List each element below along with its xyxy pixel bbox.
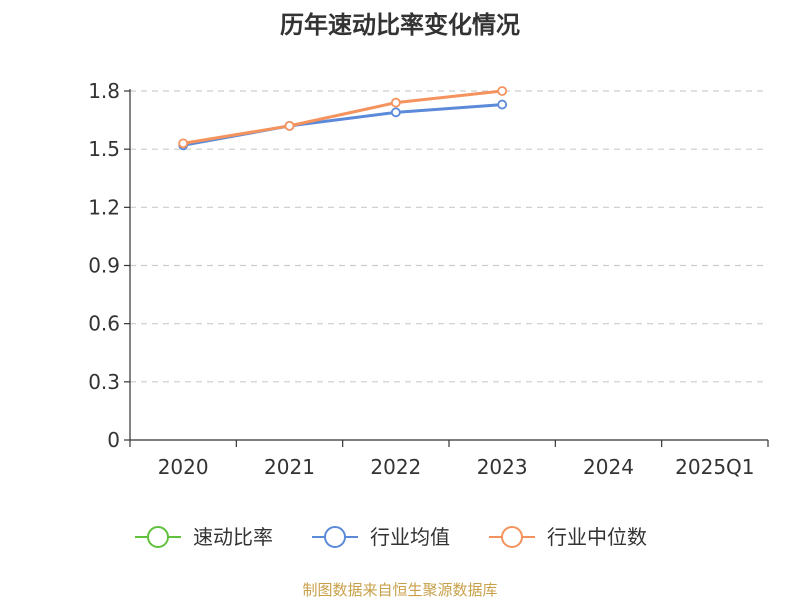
- grid-lines: [130, 90, 768, 383]
- data-point: [284, 121, 295, 131]
- y-tick-label: 0: [107, 428, 120, 452]
- chart-title: 历年速动比率变化情况: [280, 11, 520, 39]
- data-point: [497, 86, 508, 96]
- legend-marker-2: [501, 526, 523, 548]
- data-source-note: 制图数据来自恒生聚源数据库: [302, 581, 497, 599]
- y-tick-label: 0.6: [88, 312, 120, 336]
- legend-label-1: 行业均值: [370, 525, 450, 549]
- data-point: [178, 138, 189, 149]
- x-tick-label: 2025Q1: [675, 455, 754, 479]
- x-tick-label: 2022: [370, 455, 421, 479]
- y-tick-label: 1.2: [88, 195, 120, 219]
- legend-marker-1: [324, 526, 346, 548]
- x-tick-label: 2024: [583, 455, 634, 479]
- x-tick-label: 2021: [264, 455, 315, 479]
- y-tick-label: 0.3: [88, 370, 120, 394]
- y-tick-label: 1.5: [88, 137, 120, 161]
- legend: 速动比率 行业均值 行业中位数: [135, 525, 647, 549]
- y-tick-label: 1.8: [88, 79, 120, 103]
- series-line-1: [181, 103, 504, 147]
- y-tick-label: 0.9: [88, 254, 120, 278]
- x-tick-label: 2023: [477, 455, 528, 479]
- legend-marker-0: [147, 526, 169, 548]
- legend-label-2: 行业中位数: [547, 525, 647, 549]
- series-line-2: [181, 89, 504, 145]
- data-point: [390, 107, 401, 118]
- data-point: [390, 97, 401, 108]
- data-point: [497, 99, 508, 110]
- axes: 0 0.3 0.6 0.9 1.2 1.5 1.8 2020 2021 2022 2023 2024 2…: [88, 79, 769, 479]
- legend-label-0: 速动比率: [193, 525, 273, 549]
- x-tick-label: 2020: [158, 455, 209, 479]
- series-group: [178, 86, 508, 151]
